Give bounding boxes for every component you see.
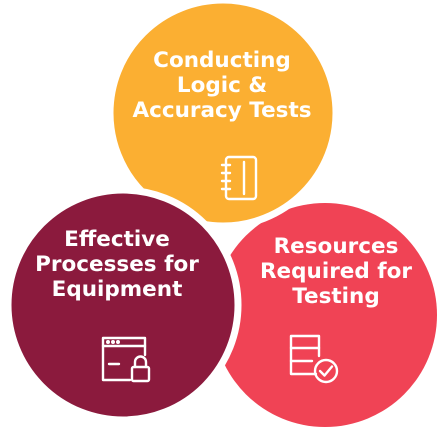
notebook-icon: [220, 155, 258, 201]
label-effective-processes-for-equipment: Effective Processes for Equipment: [35, 227, 199, 302]
circle-processes: [4, 186, 242, 424]
label-resources-required-for-testing: Resources Required for Testing: [260, 234, 412, 309]
label-conducting-logic-accuracy-tests: Conducting Logic & Accuracy Tests: [132, 48, 312, 123]
window-lock-icon: [101, 336, 151, 383]
circle-resources: [213, 203, 437, 427]
circle-logic-accuracy: [106, 0, 340, 230]
database-check-icon: [289, 334, 339, 384]
